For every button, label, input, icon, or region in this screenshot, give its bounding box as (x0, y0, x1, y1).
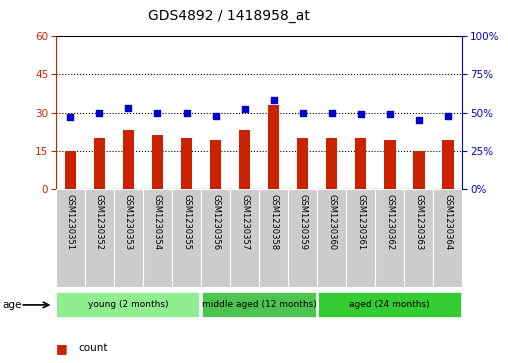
FancyBboxPatch shape (56, 189, 85, 287)
Point (443, 113, 452, 118)
Text: GSM1230355: GSM1230355 (182, 194, 191, 250)
Text: aged (24 months): aged (24 months) (350, 301, 430, 309)
Text: GSM1230364: GSM1230364 (443, 194, 452, 250)
FancyBboxPatch shape (172, 189, 201, 287)
Bar (413, 151, 425, 189)
Point (124, 105, 133, 111)
Bar (355, 138, 366, 189)
Point (415, 117, 423, 123)
Text: count: count (79, 343, 108, 354)
Text: age: age (3, 300, 22, 310)
Bar (122, 130, 134, 189)
Text: 0: 0 (56, 192, 62, 202)
FancyBboxPatch shape (259, 189, 288, 287)
FancyBboxPatch shape (202, 292, 316, 318)
Text: GSM1230352: GSM1230352 (95, 194, 104, 250)
Point (357, 111, 365, 117)
Text: middle aged (12 months): middle aged (12 months) (202, 301, 316, 309)
Text: GSM1230361: GSM1230361 (356, 194, 365, 250)
Text: ■: ■ (56, 342, 68, 355)
Bar (442, 140, 454, 189)
Bar (326, 138, 337, 189)
FancyBboxPatch shape (85, 189, 114, 287)
Point (96, 110, 104, 115)
Text: young (2 months): young (2 months) (88, 301, 169, 309)
Bar (152, 135, 163, 189)
Text: GSM1230353: GSM1230353 (124, 194, 133, 250)
FancyBboxPatch shape (114, 189, 143, 287)
Text: GSM1230363: GSM1230363 (414, 194, 423, 250)
Point (153, 110, 162, 115)
Text: GSM1230358: GSM1230358 (269, 194, 278, 250)
Bar (181, 138, 193, 189)
FancyBboxPatch shape (230, 189, 259, 287)
FancyBboxPatch shape (288, 189, 317, 287)
Point (270, 97, 278, 103)
Bar (297, 138, 308, 189)
Point (328, 110, 336, 115)
FancyBboxPatch shape (433, 189, 462, 287)
Point (211, 113, 219, 118)
FancyBboxPatch shape (404, 189, 433, 287)
Point (386, 111, 394, 117)
Bar (210, 140, 221, 189)
Text: GSM1230360: GSM1230360 (327, 194, 336, 250)
Text: GDS4892 / 1418958_at: GDS4892 / 1418958_at (148, 9, 309, 23)
Bar (93, 138, 105, 189)
Point (299, 110, 307, 115)
FancyBboxPatch shape (56, 292, 201, 318)
Text: GSM1230356: GSM1230356 (211, 194, 220, 250)
FancyBboxPatch shape (318, 292, 462, 318)
Text: GSM1230357: GSM1230357 (240, 194, 249, 250)
Text: GSM1230362: GSM1230362 (385, 194, 394, 250)
Text: GSM1230359: GSM1230359 (298, 194, 307, 250)
Point (67, 114, 75, 120)
FancyBboxPatch shape (317, 189, 346, 287)
Text: GSM1230354: GSM1230354 (153, 194, 162, 250)
Text: GSM1230351: GSM1230351 (66, 194, 75, 250)
FancyBboxPatch shape (201, 189, 230, 287)
Bar (268, 105, 279, 189)
FancyBboxPatch shape (346, 189, 375, 287)
FancyBboxPatch shape (143, 189, 172, 287)
Point (240, 107, 248, 113)
Bar (239, 130, 250, 189)
Bar (384, 140, 396, 189)
FancyBboxPatch shape (375, 189, 404, 287)
Bar (65, 151, 76, 189)
Point (182, 110, 190, 115)
